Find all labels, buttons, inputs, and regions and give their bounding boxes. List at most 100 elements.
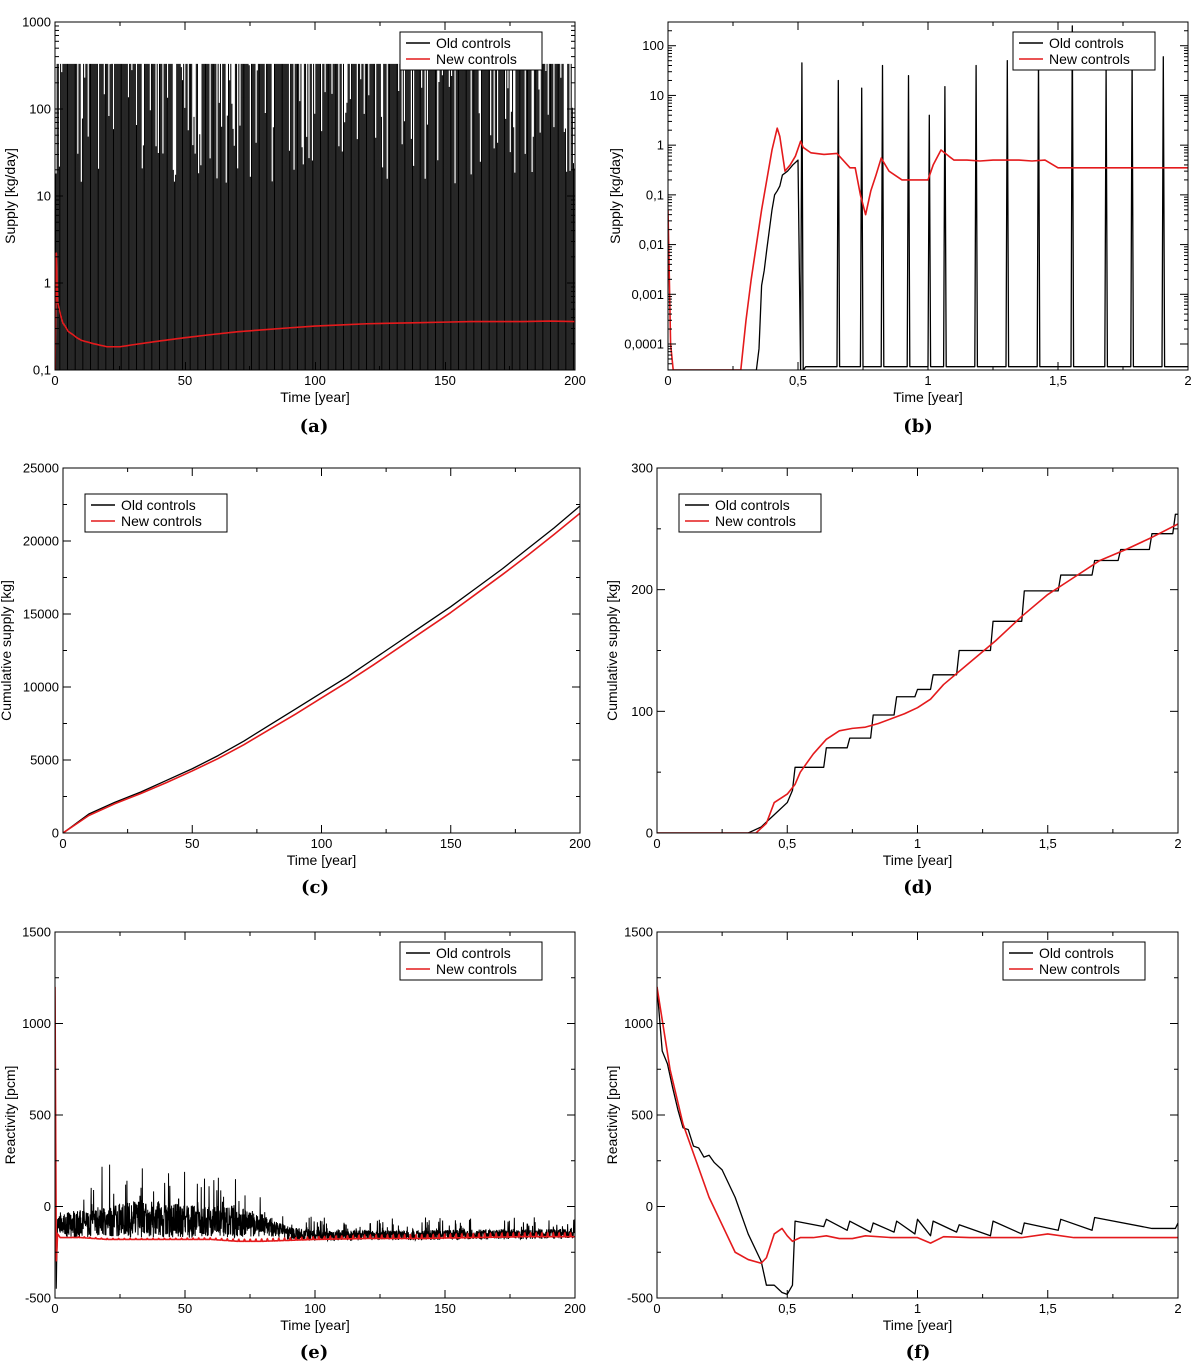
legend-label: Old controls bbox=[436, 35, 511, 51]
y-tick-label: 1000 bbox=[22, 15, 51, 30]
panel-caption: (c) bbox=[301, 877, 329, 898]
y-tick-label: 1000 bbox=[624, 1016, 653, 1031]
plot-frame-e bbox=[54, 931, 576, 1299]
y-tick-label: 200 bbox=[631, 582, 653, 597]
legend-label: Old controls bbox=[436, 945, 511, 961]
x-tick-label: 2 bbox=[1174, 836, 1181, 851]
y-tick-label: 0,0001 bbox=[624, 337, 664, 352]
legend-label: New controls bbox=[121, 513, 202, 529]
y-tick-label: 1500 bbox=[22, 925, 51, 940]
plot-frame-f bbox=[656, 931, 1179, 1299]
x-tick-label: 2 bbox=[1174, 1301, 1181, 1316]
series-line-f-1 bbox=[657, 986, 1178, 1265]
chart-panel-c: 0 50 100 150 200 0 5000 10000 15000 20000 25000 Tim… bbox=[0, 461, 591, 899]
y-tick-label: 10000 bbox=[23, 680, 59, 695]
x-axis-label: Time [year] bbox=[893, 389, 963, 405]
legend-label: Old controls bbox=[1039, 945, 1114, 961]
legend-box bbox=[1002, 941, 1146, 981]
x-tick-label: 2 bbox=[1184, 373, 1191, 388]
y-tick-label: 0,1 bbox=[33, 363, 51, 378]
x-tick-label: 200 bbox=[564, 1301, 586, 1316]
plot-area-d bbox=[657, 513, 1178, 833]
chart-panel-d: 0 0,5 1 1,5 2 0 100 200 300 Time [year] Cumulative… bbox=[604, 461, 1182, 899]
series-line-b-1 bbox=[668, 127, 1188, 370]
panel-caption: (a) bbox=[300, 416, 329, 437]
y-tick-label: -500 bbox=[627, 1291, 653, 1306]
y-axis-label: Cumulative supply [kg] bbox=[604, 580, 620, 721]
y-tick-label: 20000 bbox=[23, 534, 59, 549]
chart-panel-b: 0 0,5 1 1,5 2 0,0001 0,001 0,01 0,1 1 10 100 Time [y… bbox=[607, 21, 1192, 437]
x-axis-label: Time [year] bbox=[280, 1317, 350, 1333]
y-tick-label: 15000 bbox=[23, 607, 59, 622]
y-tick-label: 500 bbox=[29, 1108, 51, 1123]
legend-box bbox=[1012, 31, 1156, 71]
series-line-d-1 bbox=[657, 523, 1178, 833]
x-tick-label: 0 bbox=[59, 836, 66, 851]
y-axis-label: Supply [kg/day] bbox=[607, 148, 623, 244]
y-tick-label: 500 bbox=[631, 1108, 653, 1123]
panel-caption: (e) bbox=[300, 1342, 329, 1363]
y-axis-label: Reactivity [pcm] bbox=[2, 1066, 18, 1165]
plot-area-f bbox=[657, 986, 1178, 1295]
y-tick-label: 100 bbox=[642, 38, 664, 53]
y-tick-label: 1500 bbox=[624, 925, 653, 940]
y-tick-label: 100 bbox=[631, 704, 653, 719]
y-tick-label: 10 bbox=[37, 189, 51, 204]
x-tick-label: 1,5 bbox=[1039, 1301, 1057, 1316]
x-tick-label: 100 bbox=[304, 1301, 326, 1316]
x-tick-label: 1 bbox=[924, 373, 931, 388]
series-line-e-1 bbox=[55, 986, 575, 1262]
x-tick-label: 1,5 bbox=[1049, 373, 1067, 388]
x-tick-label: 50 bbox=[185, 836, 199, 851]
legend-box bbox=[399, 941, 543, 981]
chart-panel-a: 0 50 100 150 200 0,1 1 10 100 1000 Time [year] Supp… bbox=[2, 15, 586, 438]
legend-label: Old controls bbox=[715, 497, 790, 513]
legend-box bbox=[399, 31, 543, 71]
y-tick-label: 0,001 bbox=[631, 287, 664, 302]
y-axis-label: Cumulative supply [kg] bbox=[0, 580, 14, 721]
y-tick-label: 1 bbox=[657, 138, 664, 153]
y-tick-label: 100 bbox=[29, 102, 51, 117]
x-tick-label: 200 bbox=[564, 373, 586, 388]
y-tick-label: 0 bbox=[44, 1199, 51, 1214]
y-tick-label: 25000 bbox=[23, 461, 59, 476]
legend-label: New controls bbox=[436, 51, 517, 67]
y-tick-label: -500 bbox=[25, 1291, 51, 1306]
series-line-a-0 bbox=[55, 63, 575, 370]
y-tick-label: 5000 bbox=[30, 753, 59, 768]
x-tick-label: 1,5 bbox=[1039, 836, 1057, 851]
x-axis-label: Time [year] bbox=[883, 852, 953, 868]
x-tick-label: 0,5 bbox=[778, 836, 796, 851]
plot-area-b bbox=[668, 25, 1188, 370]
y-tick-label: 1 bbox=[44, 276, 51, 291]
x-tick-label: 0 bbox=[51, 1301, 58, 1316]
x-tick-label: 0,5 bbox=[789, 373, 807, 388]
x-tick-label: 1 bbox=[914, 1301, 921, 1316]
legend-label: New controls bbox=[1039, 961, 1120, 977]
x-tick-label: 0 bbox=[653, 1301, 660, 1316]
y-tick-label: 10 bbox=[650, 88, 664, 103]
series-line-a-1 bbox=[55, 252, 575, 370]
plot-area-c bbox=[63, 505, 580, 833]
y-tick-label: 1000 bbox=[22, 1016, 51, 1031]
legend-label: New controls bbox=[1049, 51, 1130, 67]
x-tick-label: 0 bbox=[51, 373, 58, 388]
y-tick-label: 0 bbox=[52, 826, 59, 841]
plot-area-e bbox=[55, 986, 575, 1289]
series-line-c-0 bbox=[63, 505, 580, 833]
plot-area-a bbox=[55, 63, 575, 370]
x-axis-label: Time [year] bbox=[883, 1317, 953, 1333]
x-tick-label: 150 bbox=[434, 1301, 456, 1316]
y-axis-label: Supply [kg/day] bbox=[2, 148, 18, 244]
series-line-c-1 bbox=[63, 512, 580, 833]
x-tick-label: 50 bbox=[178, 1301, 192, 1316]
panel-caption: (d) bbox=[903, 877, 933, 898]
panel-caption: (b) bbox=[903, 416, 933, 437]
x-tick-label: 0,5 bbox=[778, 1301, 796, 1316]
series-line-f-0 bbox=[657, 986, 1178, 1295]
